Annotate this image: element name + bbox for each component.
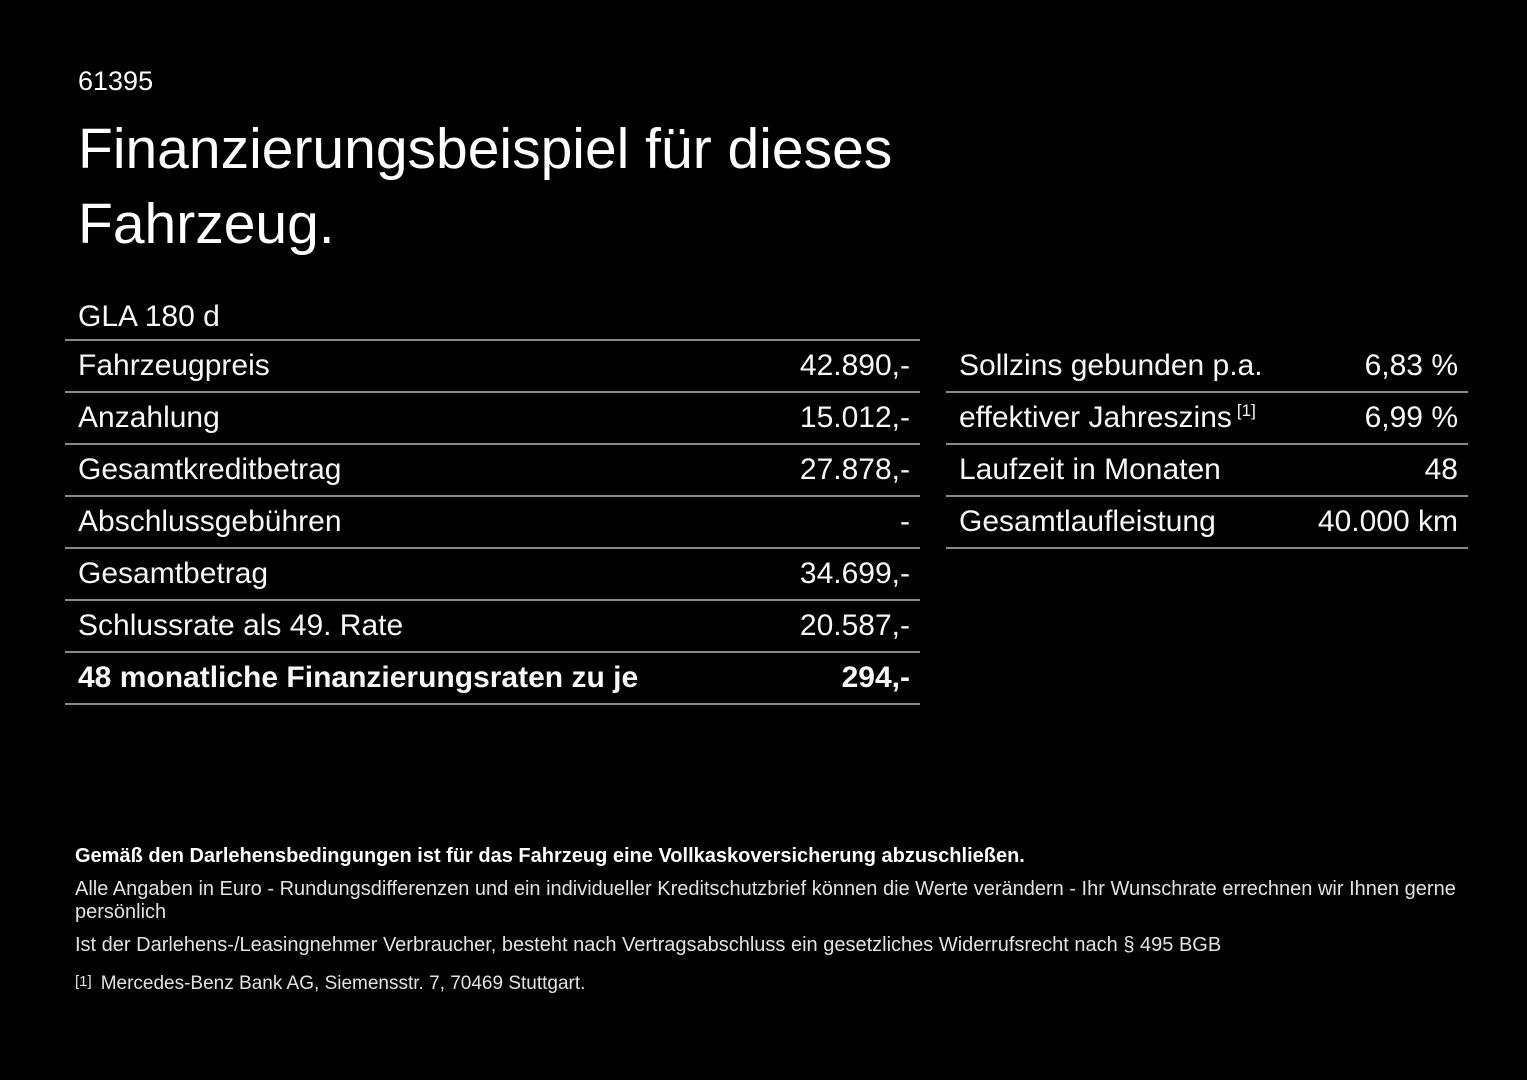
page-title-line-1: Finanzierungsbeispiel für dieses <box>78 117 893 181</box>
disclaimer-line-3: Ist der Darlehens-/Leasingnehmer Verbrau… <box>75 934 1222 956</box>
row-value: 15.012,- <box>799 401 910 434</box>
row-label: Gesamtkreditbetrag <box>78 453 342 486</box>
row-label: Anzahlung <box>78 401 220 434</box>
table-row: Gesamtkreditbetrag 27.878,- <box>65 445 920 497</box>
row-value: 294,- <box>841 661 910 694</box>
row-value: - <box>900 505 910 538</box>
row-label: Gesamtbetrag <box>78 557 269 590</box>
table-row: Anzahlung 15.012,- <box>65 393 920 445</box>
page-title: Finanzierungsbeispiel für dieses Fahrzeu… <box>78 112 1178 262</box>
row-value: 42.890,- <box>799 349 910 382</box>
table-row-monthly-rate: 48 monatliche Finanzierungsraten zu je 2… <box>65 653 920 705</box>
row-value: 40.000 km <box>1317 505 1458 538</box>
table-row: effektiver Jahreszins [1] 6,99 % <box>946 393 1468 445</box>
footnote-reference: [1] <box>1236 401 1256 420</box>
row-label: 48 monatliche Finanzierungsraten zu je <box>78 661 639 694</box>
row-label: Laufzeit in Monaten <box>959 453 1221 486</box>
row-value: 34.699,- <box>799 557 910 590</box>
row-value: 27.878,- <box>799 453 910 486</box>
row-label: Gesamtlaufleistung <box>959 505 1216 538</box>
footnote-marker: [1] <box>75 973 92 990</box>
row-value: 20.587,- <box>799 609 910 642</box>
conditions-table: Sollzins gebunden p.a. 6,83 % effektiver… <box>946 341 1468 549</box>
table-row: Gesamtbetrag 34.699,- <box>65 549 920 601</box>
row-label: Schlussrate als 49. Rate <box>78 609 404 642</box>
disclaimer-section: Gemäß den Darlehensbedingungen ist für d… <box>75 845 1495 995</box>
row-label: Abschlussgebühren <box>78 505 342 538</box>
row-label-text: effektiver Jahreszins <box>959 401 1232 434</box>
row-value: 6,83 % <box>1364 349 1458 382</box>
table-row: Fahrzeugpreis 42.890,- <box>65 341 920 393</box>
table-row: Sollzins gebunden p.a. 6,83 % <box>946 341 1468 393</box>
footnote: [1] Mercedes-Benz Bank AG, Siemensstr. 7,… <box>75 973 1495 995</box>
row-label: effektiver Jahreszins [1] <box>959 401 1256 435</box>
footnote-text: Mercedes-Benz Bank AG, Siemensstr. 7, 70… <box>100 973 586 994</box>
row-value: 6,99 % <box>1364 401 1458 434</box>
disclaimer-bold-line: Gemäß den Darlehensbedingungen ist für d… <box>75 845 1025 867</box>
row-value: 48 <box>1424 453 1458 486</box>
document-id: 61395 <box>78 66 154 96</box>
table-row: Abschlussgebühren - <box>65 497 920 549</box>
vehicle-model-label: GLA 180 d <box>78 300 220 333</box>
financing-table: GLA 180 d Fahrzeugpreis 42.890,- Anzahlu… <box>65 295 920 705</box>
disclaimer-line-2: Alle Angaben in Euro - Rundungsdifferenz… <box>75 878 1456 923</box>
row-label: Sollzins gebunden p.a. <box>959 349 1263 382</box>
table-row: Schlussrate als 49. Rate 20.587,- <box>65 601 920 653</box>
row-label: Fahrzeugpreis <box>78 349 270 382</box>
vehicle-model-row: GLA 180 d <box>65 295 920 341</box>
table-row: Gesamtlaufleistung 40.000 km <box>946 497 1468 549</box>
table-row: Laufzeit in Monaten 48 <box>946 445 1468 497</box>
page-title-line-2: Fahrzeug. <box>78 192 335 257</box>
